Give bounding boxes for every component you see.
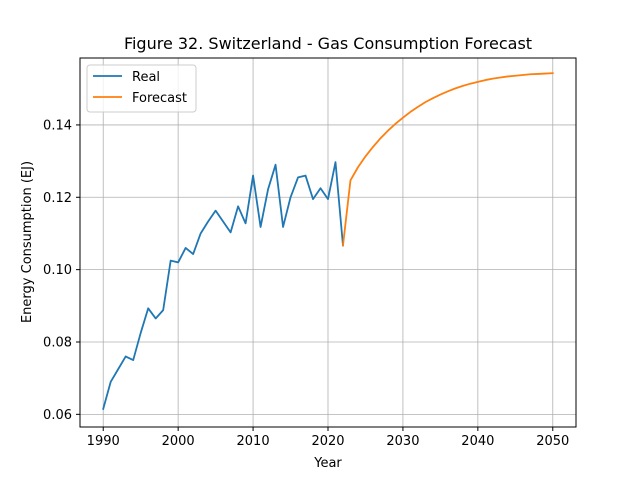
x-tick-label: 2050 [536, 434, 569, 449]
x-tick-label: 2030 [386, 434, 419, 449]
axis-ticks: 1990 2000 2010 2020 2030 2040 2050 0.06 0.08 0.10… [43, 118, 569, 449]
series-line-real [102, 161, 344, 411]
x-tick-label: 2000 [162, 434, 195, 449]
x-tick-label: 2010 [237, 434, 270, 449]
legend-label-forecast: Forecast [132, 91, 187, 106]
y-axis-label: Energy Consumption (EJ) [20, 161, 35, 323]
series-line-forecast [341, 72, 554, 247]
x-tick-label: 2040 [461, 434, 494, 449]
y-tick-label: 0.12 [43, 191, 72, 206]
x-tick-label: 1990 [87, 434, 120, 449]
chart-title: Figure 32. Switzerland - Gas Consumption… [124, 34, 532, 53]
series-lines [102, 72, 554, 411]
x-tick-label: 2020 [311, 434, 344, 449]
y-tick-label: 0.10 [43, 263, 72, 278]
legend-label-real: Real [132, 70, 160, 85]
legend: Real Forecast [86, 64, 197, 113]
y-tick-label: 0.08 [43, 335, 72, 350]
y-tick-label: 0.06 [43, 408, 72, 423]
y-tick-label: 0.14 [43, 118, 72, 133]
x-axis-label: Year [313, 456, 342, 471]
